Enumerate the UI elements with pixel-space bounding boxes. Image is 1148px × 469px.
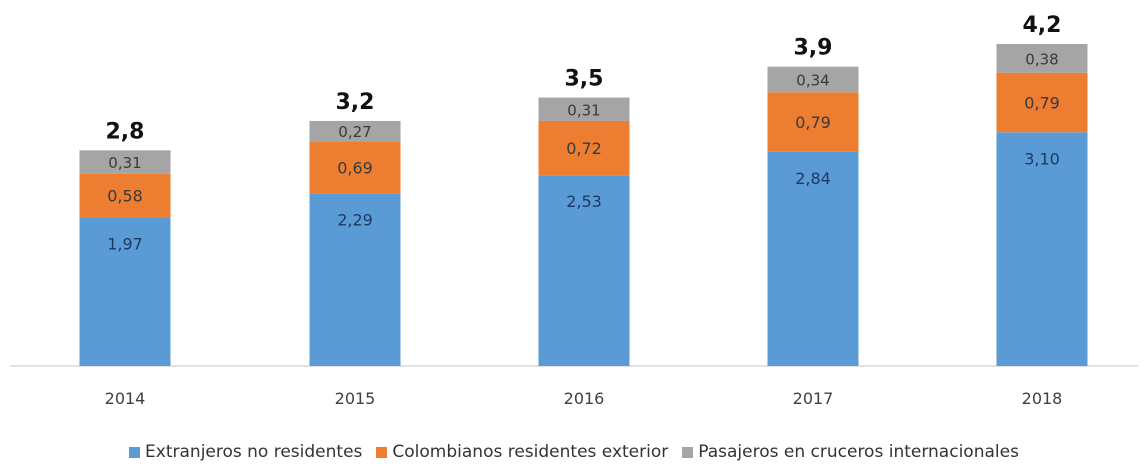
- legend-label-colombianos: Colombianos residentes exterior: [392, 442, 669, 462]
- x-tick-label-2016: 2016: [564, 389, 605, 408]
- bar-cruceros-2018: [996, 44, 1088, 73]
- legend-swatch-extranjeros: [129, 446, 141, 458]
- total-label-2014: 2,8: [106, 119, 145, 144]
- data-label-colombianos-2016: 0,72: [566, 139, 602, 158]
- total-labels-group: 2,8 3,2 3,5 3,9 4,2: [106, 13, 1062, 144]
- bar-extranjeros-2015: [309, 193, 401, 366]
- data-label-extranjeros-2015: 2,29: [337, 210, 373, 229]
- bar-extranjeros-2014: [79, 217, 171, 366]
- legend: Extranjeros no residentes Colombianos re…: [0, 442, 1148, 462]
- bar-colombianos-2015: [309, 141, 401, 194]
- data-label-cruceros-2014: 0,31: [108, 154, 141, 172]
- data-label-cruceros-2016: 0,31: [567, 101, 600, 119]
- bars-group: [79, 44, 1088, 366]
- data-label-extranjeros-2014: 1,97: [107, 234, 143, 253]
- x-tick-label-2015: 2015: [335, 389, 376, 408]
- data-label-cruceros-2018: 0,38: [1025, 50, 1058, 68]
- segment-labels-group: 1,97 0,58 0,31 2,29 0,69 0,27 2,53 0,72 0,31 2,84…: [107, 50, 1060, 253]
- legend-item-cruceros: Pasajeros en cruceros internacionales: [682, 442, 1019, 462]
- data-label-extranjeros-2016: 2,53: [566, 192, 602, 211]
- bar-extranjeros-2018: [996, 132, 1088, 366]
- bar-cruceros-2015: [309, 120, 401, 142]
- bar-colombianos-2016: [538, 120, 630, 176]
- legend-item-extranjeros: Extranjeros no residentes: [129, 442, 362, 462]
- bar-colombianos-2018: [996, 72, 1088, 133]
- x-tick-label-2018: 2018: [1022, 389, 1063, 408]
- legend-label-cruceros: Pasajeros en cruceros internacionales: [698, 442, 1019, 462]
- data-label-colombianos-2017: 0,79: [795, 113, 831, 132]
- bar-extranjeros-2016: [538, 175, 630, 366]
- bar-colombianos-2017: [767, 92, 859, 152]
- legend-swatch-cruceros: [682, 446, 694, 458]
- data-label-colombianos-2018: 0,79: [1024, 93, 1060, 112]
- data-label-colombianos-2014: 0,58: [107, 187, 143, 206]
- legend-label-extranjeros: Extranjeros no residentes: [145, 442, 363, 462]
- data-label-extranjeros-2017: 2,84: [795, 169, 831, 188]
- data-label-colombianos-2015: 0,69: [337, 158, 373, 177]
- data-label-cruceros-2017: 0,34: [796, 71, 829, 89]
- total-label-2015: 3,2: [336, 90, 375, 115]
- x-tick-label-2014: 2014: [105, 389, 146, 408]
- bar-colombianos-2014: [79, 173, 171, 218]
- legend-item-colombianos: Colombianos residentes exterior: [376, 442, 668, 462]
- data-label-cruceros-2015: 0,27: [338, 123, 371, 141]
- bar-cruceros-2014: [79, 150, 171, 174]
- bar-extranjeros-2017: [767, 151, 859, 366]
- bar-cruceros-2016: [538, 97, 630, 121]
- bar-cruceros-2017: [767, 66, 859, 93]
- legend-swatch-colombianos: [376, 446, 388, 458]
- total-label-2017: 3,9: [794, 36, 833, 61]
- x-tick-label-2017: 2017: [793, 389, 834, 408]
- data-label-extranjeros-2018: 3,10: [1024, 149, 1060, 168]
- total-label-2018: 4,2: [1023, 13, 1062, 38]
- x-tick-labels-group: 2014 2015 2016 2017 2018: [105, 389, 1063, 408]
- total-label-2016: 3,5: [565, 67, 604, 92]
